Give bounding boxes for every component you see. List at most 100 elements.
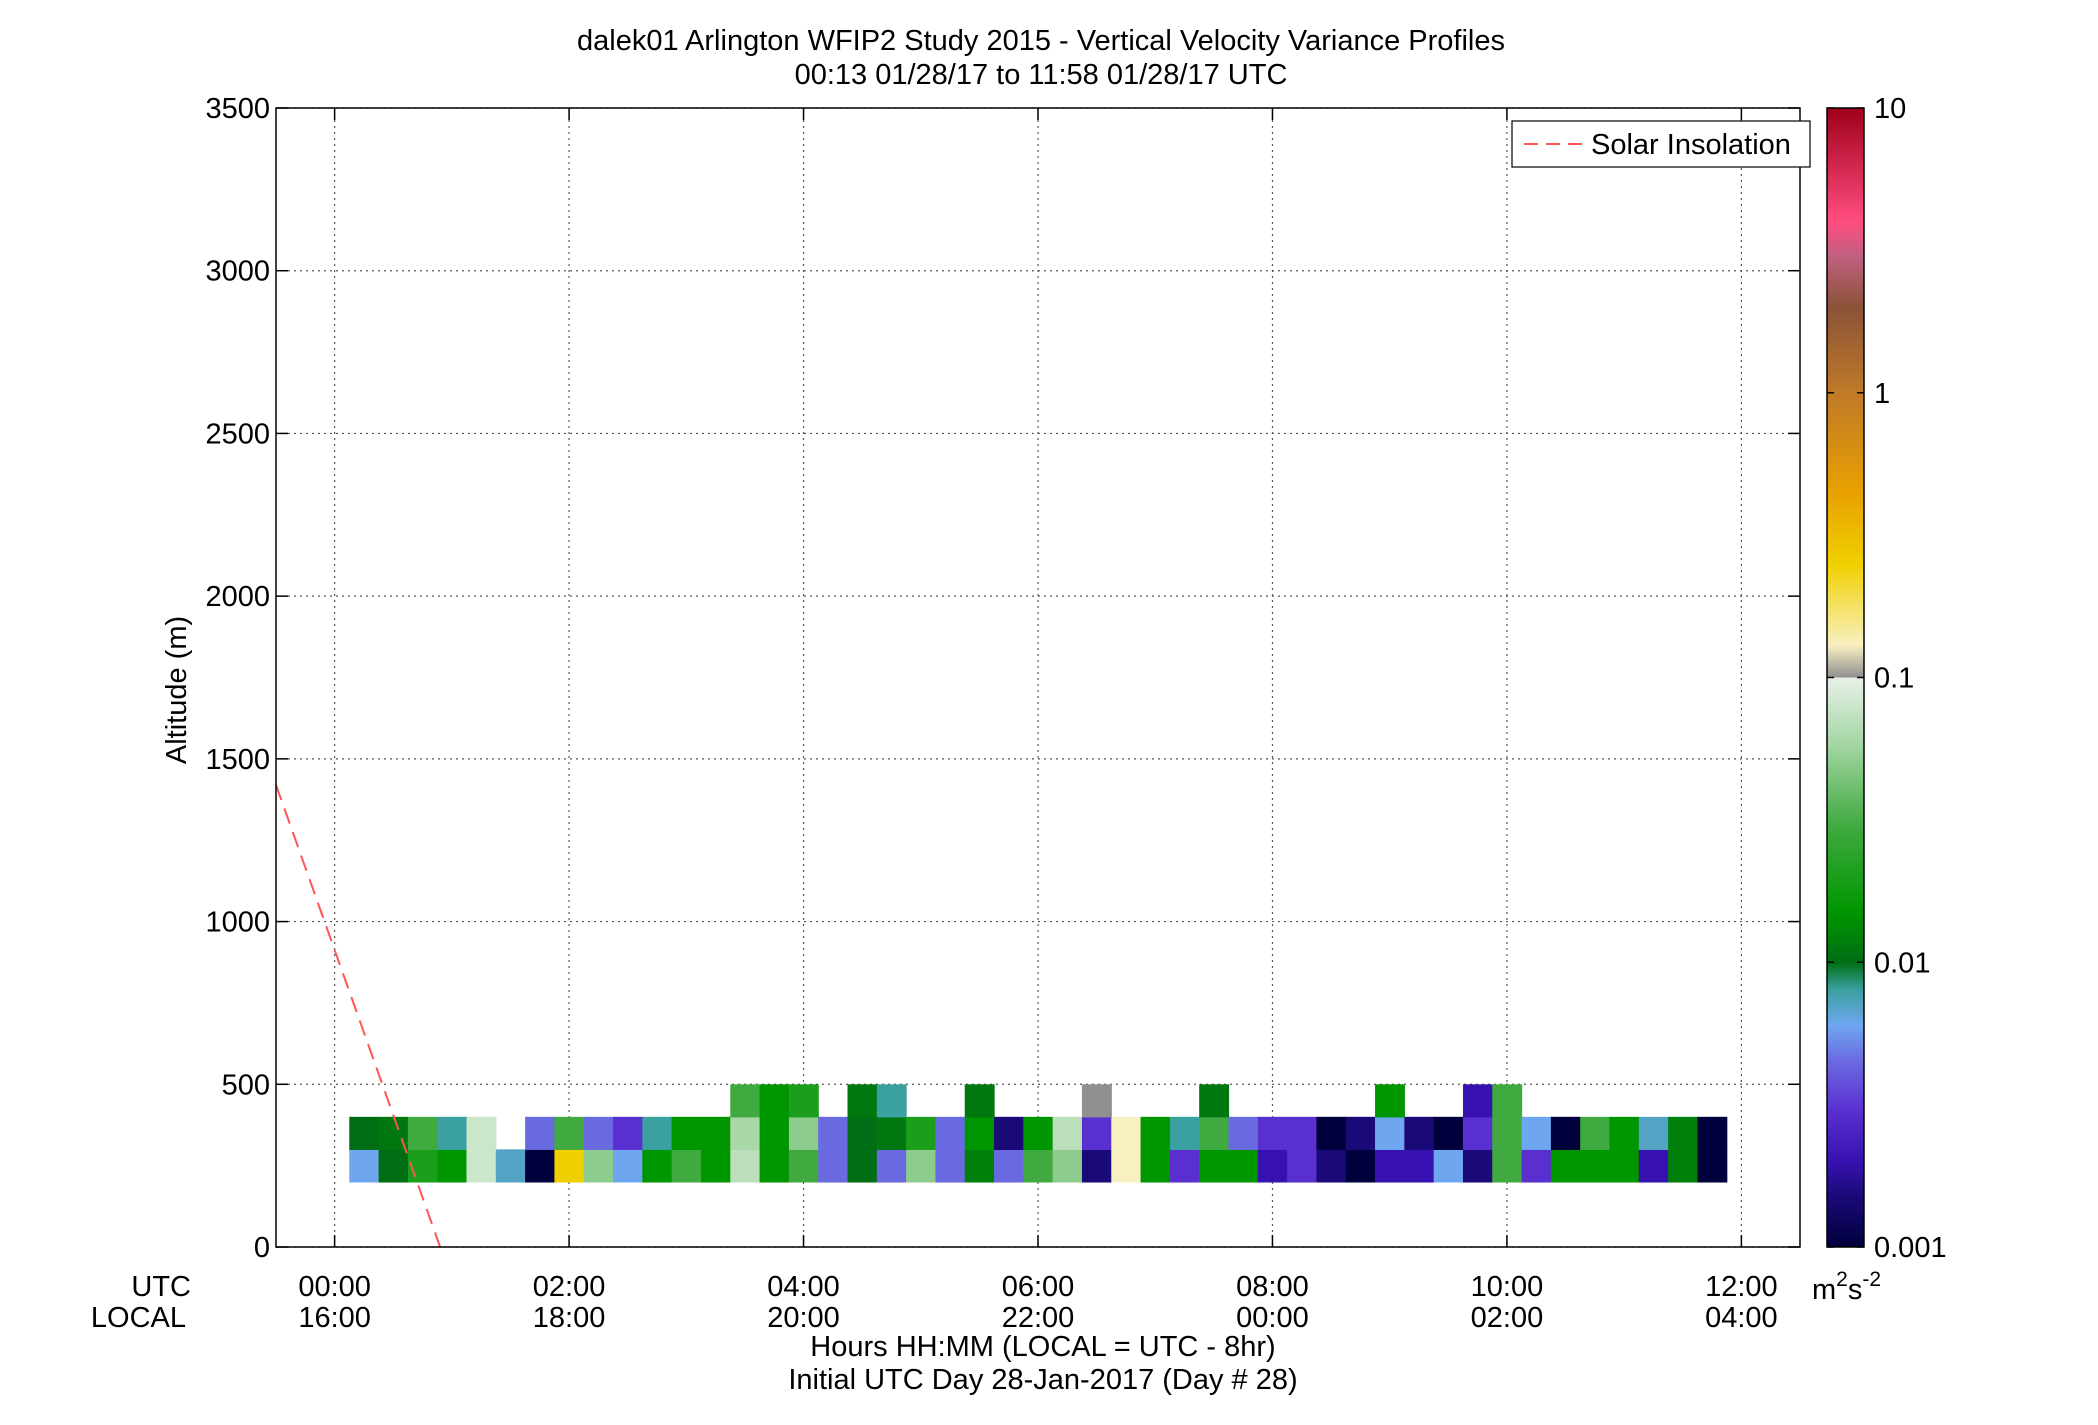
heatmap-cell [525, 1116, 556, 1150]
colorbar-ticks: 0.001 0.01 0.1 1 10 [1827, 93, 1947, 1264]
colorbar-unit-mid: s [1848, 1274, 1863, 1306]
colorbar-unit: m2s-2 [1812, 1268, 1881, 1306]
heatmap-cell [437, 1149, 468, 1183]
heatmap-cell [847, 1084, 878, 1118]
x-tick-label-utc: 04:00 [767, 1271, 840, 1303]
heatmap-cell [788, 1116, 819, 1150]
heatmap-cell [906, 1149, 937, 1183]
heatmap-cell [1609, 1149, 1640, 1183]
y-axis-label: Altitude (m) [161, 616, 193, 764]
heatmap-cell [1287, 1149, 1318, 1183]
heatmap-cell [759, 1116, 790, 1150]
heatmap-cell [1550, 1149, 1581, 1183]
heatmap-cell [964, 1084, 995, 1118]
heatmap-cell [1257, 1116, 1288, 1150]
colorbar-unit-sup2: -2 [1862, 1268, 1881, 1291]
heatmap-cell [994, 1149, 1024, 1183]
heatmap-cell [935, 1116, 966, 1150]
x-tick-label-utc: 00:00 [298, 1271, 371, 1303]
colorbar-tick-label: 0.001 [1874, 1232, 1947, 1264]
legend-box [1511, 120, 1811, 168]
heatmap-cell [1023, 1149, 1054, 1183]
heatmap-cell [818, 1116, 849, 1150]
heatmap-cell [1052, 1149, 1083, 1183]
heatmap-cell [1081, 1149, 1112, 1183]
heatmap-cell [1462, 1116, 1493, 1150]
y-tick-label: 2500 [205, 418, 270, 450]
heatmap-cell [876, 1149, 907, 1183]
heatmap-cell [525, 1149, 556, 1183]
heatmap-cell [1169, 1149, 1200, 1183]
heatmap-cell [1462, 1149, 1493, 1183]
chart-subtitle: 00:13 01/28/17 to 11:58 01/28/17 UTC [795, 59, 1288, 91]
y-tick-label: 3000 [205, 256, 270, 288]
colorbar-tick-label: 1 [1874, 378, 1890, 410]
heatmap-cell [700, 1149, 731, 1183]
heatmap-cell [642, 1149, 673, 1183]
x-row-label-utc: UTC [131, 1271, 191, 1303]
heatmap-cell [1580, 1116, 1611, 1150]
heatmap-cell [1462, 1084, 1493, 1118]
heatmap-cell [1140, 1149, 1171, 1183]
heatmap-cell [1492, 1084, 1523, 1118]
x-tick-label-local: 00:00 [1236, 1302, 1309, 1334]
colorbar-unit-base: m [1812, 1274, 1836, 1306]
plot-background [276, 108, 1800, 1247]
heatmap-cell [730, 1149, 761, 1183]
heatmap-cell [349, 1149, 380, 1183]
heatmap-cell [1081, 1116, 1112, 1150]
legend-label: Solar Insolation [1591, 129, 1791, 161]
heatmap-cell [1375, 1116, 1405, 1150]
colorbar-tick-label: 10 [1874, 93, 1906, 125]
heatmap-cell [1375, 1084, 1405, 1118]
heatmap-cell [671, 1116, 702, 1150]
heatmap-cell [583, 1149, 614, 1183]
heatmap-cell [1140, 1116, 1171, 1150]
heatmap-cell [1697, 1149, 1728, 1183]
heatmap-cell [1404, 1149, 1435, 1183]
x-tick-label-local: 20:00 [767, 1302, 840, 1334]
heatmap-cell [1521, 1149, 1552, 1183]
heatmap-cell [759, 1084, 790, 1118]
y-tick-label: 2000 [205, 581, 270, 613]
heatmap-cell [613, 1149, 643, 1183]
heatmap-cell [1375, 1149, 1405, 1183]
heatmap-cell [1111, 1116, 1142, 1150]
heatmap-cell [1345, 1116, 1376, 1150]
x-tick-label-utc: 08:00 [1236, 1271, 1309, 1303]
heatmap-cell [876, 1116, 907, 1150]
heatmap-cell [1492, 1116, 1523, 1150]
heatmap-cell [1199, 1149, 1230, 1183]
heatmap-cell [642, 1116, 673, 1150]
heatmap-cell [1228, 1149, 1259, 1183]
heatmap-cell [613, 1116, 643, 1150]
heatmap-cell [964, 1116, 995, 1150]
heatmap-cell [1316, 1116, 1347, 1150]
heatmap-cell [466, 1149, 497, 1183]
heatmap-cell [554, 1116, 585, 1150]
x-tick-label-local: 22:00 [1002, 1302, 1075, 1334]
y-tick-label: 0 [254, 1232, 270, 1264]
heatmap-cell [1521, 1116, 1552, 1150]
heatmap-cell [1668, 1149, 1699, 1183]
legend: Solar Insolation [1511, 120, 1811, 168]
heatmap-cell [759, 1149, 790, 1183]
heatmap-cell [700, 1116, 731, 1150]
x-tick-label-utc: 02:00 [533, 1271, 606, 1303]
heatmap-cell [847, 1116, 878, 1150]
heatmap-cell [994, 1116, 1024, 1150]
heatmap-cell [1668, 1116, 1699, 1150]
heatmap-cell [1111, 1149, 1142, 1183]
x-tick-label-local: 16:00 [298, 1302, 371, 1334]
y-tick-label: 500 [222, 1069, 270, 1101]
x-axis-sublabel: Initial UTC Day 28-Jan-2017 (Day # 28) [788, 1364, 1297, 1396]
heatmap-cell [730, 1084, 761, 1118]
heatmap-cell [847, 1149, 878, 1183]
heatmap-cell [407, 1116, 438, 1150]
y-tick-label: 1500 [205, 744, 270, 776]
heatmap-cell [466, 1116, 497, 1150]
heatmap-cell [1697, 1116, 1728, 1150]
colorbar-tick-label: 0.1 [1874, 663, 1914, 695]
heatmap-cell [407, 1149, 438, 1183]
